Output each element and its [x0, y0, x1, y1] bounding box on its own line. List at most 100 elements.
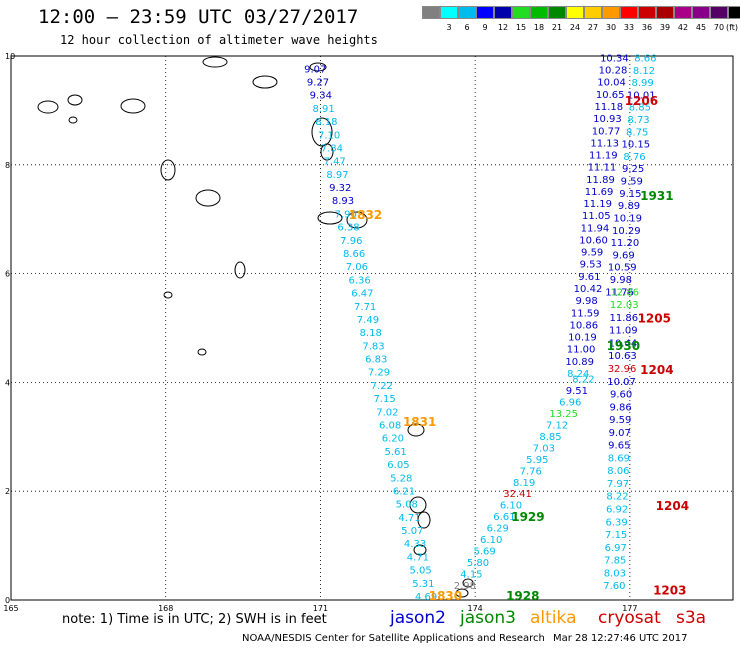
color-scale-label: 27: [587, 23, 599, 32]
swh-value: 5.31: [412, 579, 434, 590]
swh-value: 10.29: [612, 226, 641, 237]
swh-value: 8.73: [627, 115, 649, 126]
swh-value: 10.86: [570, 320, 599, 331]
swh-value: 7.15: [373, 394, 395, 405]
color-scale-swatch: [710, 6, 728, 19]
color-scale-swatch: [674, 6, 692, 19]
island-outline: [407, 423, 425, 437]
swh-value: 6.21: [393, 486, 415, 497]
swh-value: 7.06: [346, 262, 368, 273]
swh-value: 9.32: [329, 183, 351, 194]
swh-value: 11.86: [609, 313, 638, 324]
pass-time-label: 1831: [403, 415, 436, 429]
swh-value: 9.27: [307, 78, 329, 89]
lon-tick-label: 165: [3, 604, 18, 613]
color-scale-label: 21: [551, 23, 563, 32]
swh-value: 7.03: [533, 443, 555, 454]
island-outline: [320, 143, 334, 161]
swh-value: 8.97: [326, 170, 348, 181]
swh-value: 7.49: [357, 315, 379, 326]
island-outline: [309, 62, 327, 72]
color-scale-swatch: [476, 6, 494, 19]
swh-value: 7.15: [605, 530, 627, 541]
swh-value: 5.61: [385, 447, 407, 458]
pass-time-label: 1832: [349, 208, 382, 222]
swh-value: 9.34: [310, 91, 332, 102]
swh-value: 8.93: [332, 196, 354, 207]
swh-value: 12.86: [610, 287, 639, 298]
island-outline: [252, 75, 278, 89]
color-scale-label: 45: [695, 23, 707, 32]
swh-value: 7.47: [324, 157, 346, 168]
color-scale-label: 70: [713, 23, 725, 32]
color-scale-swatch: [530, 6, 548, 19]
swh-value: 9.65: [608, 441, 630, 452]
swh-value: 6.29: [487, 524, 509, 535]
color-scale-label: 42: [677, 23, 689, 32]
swh-value: 4.71: [407, 552, 429, 563]
lon-tick-label: 174: [468, 604, 483, 613]
color-scale-label: 15: [515, 23, 527, 32]
island-outline: [409, 496, 427, 514]
swh-value: 5.95: [526, 455, 548, 466]
swh-value: 10.59: [608, 263, 637, 274]
mission-label-altika: altika: [530, 608, 577, 628]
footer-timestamp: Mar 28 12:27:46 UTC 2017: [553, 633, 688, 644]
swh-value: 13.25: [549, 409, 578, 420]
swh-value: 12.03: [610, 300, 639, 311]
island-outline: [67, 94, 83, 106]
swh-value: 11.69: [585, 187, 614, 198]
swh-value: 4.33: [404, 539, 426, 550]
swh-value: 8.24: [567, 369, 589, 380]
island-outline: [68, 116, 78, 124]
swh-value: 7.71: [354, 302, 376, 313]
swh-value: 9.69: [612, 250, 634, 261]
mission-label-jason3: jason3: [460, 608, 516, 628]
swh-value: 6.38: [337, 223, 359, 234]
pass-time-label: 1205: [638, 312, 671, 326]
lat-tick-label: 4: [5, 378, 10, 387]
swh-value: 4.69: [415, 592, 437, 603]
pass-time-label: 1928: [506, 589, 539, 603]
lon-tick-label: 177: [622, 604, 637, 613]
swh-value: 9.07: [304, 64, 326, 75]
swh-value: 6.10: [500, 501, 522, 512]
lat-tick-label: 2: [5, 487, 10, 496]
color-scale-swatch: [422, 6, 440, 19]
swh-value: 7.76: [520, 466, 542, 477]
color-scale-swatch: [584, 6, 602, 19]
swh-value: 10.07: [607, 377, 636, 388]
swh-value: 4.15: [460, 570, 482, 581]
swh-value: 10.34: [600, 53, 629, 64]
color-scale-label: 33: [623, 23, 635, 32]
swh-value: 8.12: [633, 66, 655, 77]
pass-time-label: 1203: [653, 584, 686, 598]
swh-value: 6.97: [605, 543, 627, 554]
island-outline: [413, 544, 427, 556]
island-outline: [163, 291, 173, 299]
pass-time-label: 1204: [656, 499, 689, 513]
swh-value: 10.63: [608, 351, 637, 362]
pass-time-label: 1929: [511, 510, 544, 524]
color-scale-swatch: [656, 6, 674, 19]
color-scale-swatch: [566, 6, 584, 19]
swh-value: 9.51: [566, 386, 588, 397]
swh-value: 7.97: [607, 479, 629, 490]
swh-value: 7.85: [604, 556, 626, 567]
swh-value: 7.22: [371, 381, 393, 392]
swh-value: 8.66: [634, 53, 656, 64]
swh-value: 9.89: [618, 201, 640, 212]
color-scale-label: 36: [641, 23, 653, 32]
pass-time-label: 1930: [607, 339, 640, 353]
island-outline: [197, 348, 207, 356]
swh-value: 10.42: [574, 284, 603, 295]
swh-value: 8.75: [626, 127, 648, 138]
swh-value: 8.18: [360, 328, 382, 339]
swh-value: 6.92: [606, 504, 628, 515]
color-scale-label: 39: [659, 23, 671, 32]
swh-value: 11.09: [609, 326, 638, 337]
swh-value: 5.08: [396, 500, 418, 511]
swh-value: 9.98: [610, 275, 632, 286]
swh-value: 6.08: [379, 421, 401, 432]
swh-value: 7.10: [318, 130, 340, 141]
